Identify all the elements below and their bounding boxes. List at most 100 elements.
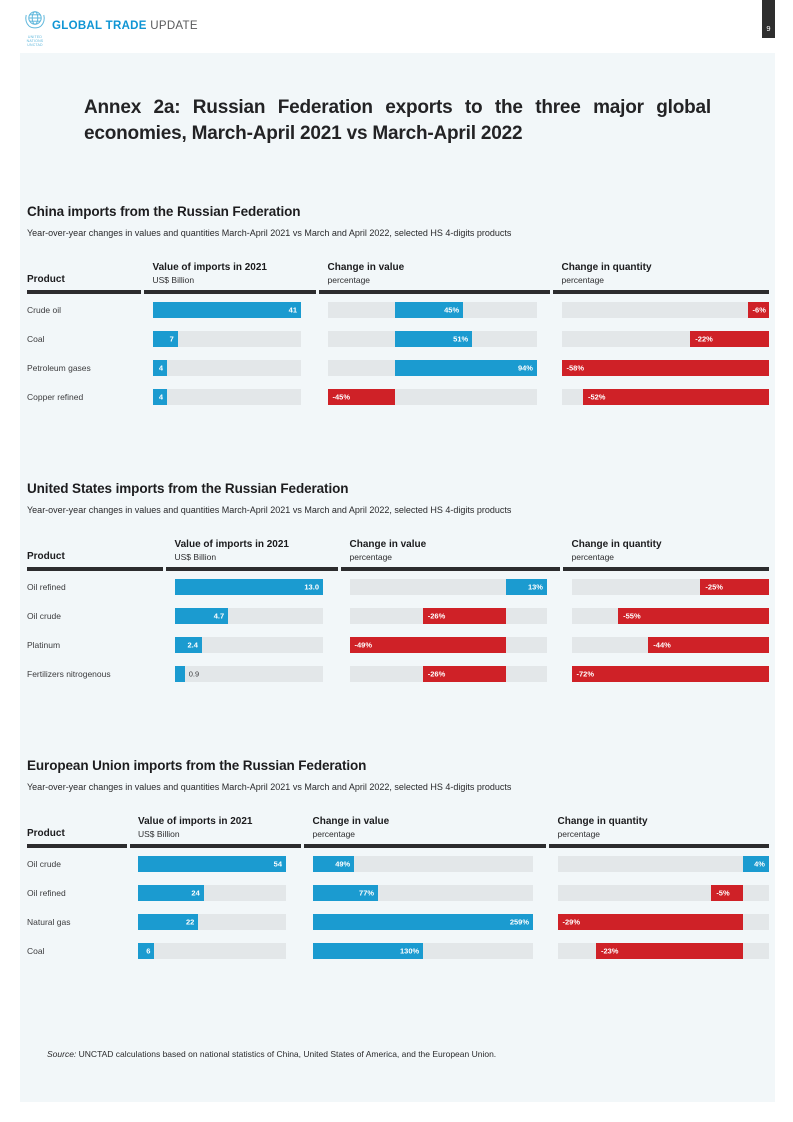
bar-change-label: -26% <box>427 611 446 621</box>
column-header-change-value: Change in value percentage <box>319 262 550 294</box>
bar-change-label: -29% <box>562 917 581 927</box>
bar-change-label: 94% <box>517 363 533 373</box>
negative-change-bar: -26% <box>422 666 506 682</box>
change-quantity-bar-cell: -58% <box>553 360 769 376</box>
bar-track: -45% <box>327 389 537 405</box>
bar-track: 2.4 <box>174 637 323 653</box>
section-title: European Union imports from the Russian … <box>27 758 367 773</box>
table-row: Natural gas 22 259% -29% <box>27 914 769 930</box>
bar-track: -58% <box>561 360 769 376</box>
change-quantity-header-line2: percentage <box>571 552 615 562</box>
value-bar-cell: 4 <box>144 389 316 405</box>
negative-change-bar: -23% <box>595 943 744 959</box>
table-row: Coal 6 130% -23% <box>27 943 769 959</box>
product-label: Copper refined <box>27 392 84 402</box>
change-value-bar-cell: -26% <box>341 666 560 682</box>
bar-track: 4 <box>152 360 301 376</box>
product-label: Platinum <box>27 640 61 650</box>
table-row: Oil refined 24 77% -5% <box>27 885 769 901</box>
brand-bold-text: GLOBAL TRADE <box>52 20 147 32</box>
change-value-header-line1: Change in value <box>312 816 390 827</box>
value-bar-cell: 24 <box>130 885 302 901</box>
bar-value-label: 13.0 <box>304 582 319 592</box>
bar-value-label: 0.9 <box>188 669 200 679</box>
bar-change-label: 130% <box>399 946 420 956</box>
bar-track: 4% <box>557 856 769 872</box>
bar-track: -52% <box>561 389 769 405</box>
value-bar: 13.0 <box>174 579 323 595</box>
value-bar: 4 <box>152 389 167 405</box>
negative-change-bar: -72% <box>571 666 769 682</box>
bar-change-label: -58% <box>566 363 585 373</box>
bar-value-label: 41 <box>288 305 297 315</box>
bar-change-label: 259% <box>509 917 529 927</box>
bar-track: -5% <box>557 885 769 901</box>
bar-track: 24 <box>138 885 286 901</box>
logo-caption-line2: UNCTAD <box>27 43 43 47</box>
table-row: Crude oil 41 45% -6% <box>27 302 769 318</box>
negative-change-bar: -45% <box>327 389 396 405</box>
column-header-product: Product <box>27 274 141 294</box>
change-value-bar-cell: 49% <box>304 856 546 872</box>
page-number-tab: 9 <box>762 0 775 38</box>
positive-change-bar: 77% <box>312 885 379 901</box>
table-row: Oil crude 54 49% 4% <box>27 856 769 872</box>
change-value-bar-cell: -26% <box>341 608 560 624</box>
change-quantity-bar-cell: -5% <box>549 885 769 901</box>
bar-track: -55% <box>571 608 769 624</box>
section-subtitle: Year-over-year changes in values and qua… <box>27 228 512 238</box>
change-quantity-header-line1: Change in quantity <box>561 262 652 273</box>
change-quantity-header-line1: Change in quantity <box>557 816 648 827</box>
bar-track: -26% <box>349 666 547 682</box>
change-value-header-line2: percentage <box>312 829 356 839</box>
source-label: Source: <box>47 1049 77 1059</box>
value-bar-cell: 6 <box>130 943 302 959</box>
change-value-bar-cell: 45% <box>319 302 550 318</box>
top-bar: UNITED NATIONS UNCTAD GLOBAL TRADE UPDAT… <box>0 0 793 47</box>
bar-change-label: -44% <box>653 640 671 650</box>
change-value-header-line2: percentage <box>327 275 371 285</box>
section-subtitle: Year-over-year changes in values and qua… <box>27 505 512 515</box>
publication-brand: GLOBAL TRADE UPDATE <box>52 20 198 32</box>
value-bar-cell: 2.4 <box>166 637 338 653</box>
report-section: China imports from the Russian Federatio… <box>27 204 769 405</box>
change-value-bar-cell: -49% <box>341 637 560 653</box>
bar-track: 51% <box>327 331 537 347</box>
product-header-label: Product <box>27 551 65 562</box>
bar-change-label: -25% <box>705 582 723 592</box>
change-value-bar-cell: 13% <box>341 579 560 595</box>
change-value-bar-cell: 130% <box>304 943 546 959</box>
bar-change-label: 77% <box>359 888 375 898</box>
change-quantity-header-line2: percentage <box>561 275 605 285</box>
change-quantity-bar-cell: -6% <box>553 302 769 318</box>
bar-track: -25% <box>571 579 769 595</box>
value-bar-cell: 4.7 <box>166 608 338 624</box>
bar-value-label: 7 <box>169 334 174 344</box>
product-header-label: Product <box>27 274 65 285</box>
page-title: Annex 2a: Russian Federation exports to … <box>84 97 711 144</box>
value-bar-cell: 0.9 <box>166 666 338 682</box>
bar-track: 6 <box>138 943 286 959</box>
change-value-bar-cell: 259% <box>304 914 546 930</box>
value-bar: 24 <box>138 885 204 901</box>
table-body: Oil crude 54 49% 4% Oil refined 24 77% -5% Natur… <box>27 856 769 959</box>
bar-track: -72% <box>571 666 769 682</box>
bar-value-label: 4.7 <box>213 611 225 621</box>
bar-track: 49% <box>312 856 533 872</box>
change-quantity-bar-cell: 4% <box>549 856 769 872</box>
bar-change-label: 49% <box>335 859 351 869</box>
bar-change-label: -49% <box>354 640 373 650</box>
table-row: Oil refined 13.0 13% -25% <box>27 579 769 595</box>
logo-caption-line1: UNITED NATIONS <box>26 35 44 43</box>
change-quantity-bar-cell: -25% <box>563 579 769 595</box>
value-bar: 54 <box>138 856 286 872</box>
negative-change-bar: -26% <box>422 608 506 624</box>
product-label: Coal <box>27 334 45 344</box>
un-logo: UNITED NATIONS UNCTAD <box>21 8 49 47</box>
table-header-row: Product Value of imports in 2021 US$ Bil… <box>27 262 769 294</box>
product-label: Fertilizers nitrogenous <box>27 669 111 679</box>
column-header-change-quantity: Change in quantity percentage <box>553 262 769 294</box>
brand-regular-text: UPDATE <box>150 20 198 32</box>
change-value-bar-cell: -45% <box>319 389 550 405</box>
bar-change-label: 13% <box>527 582 543 592</box>
